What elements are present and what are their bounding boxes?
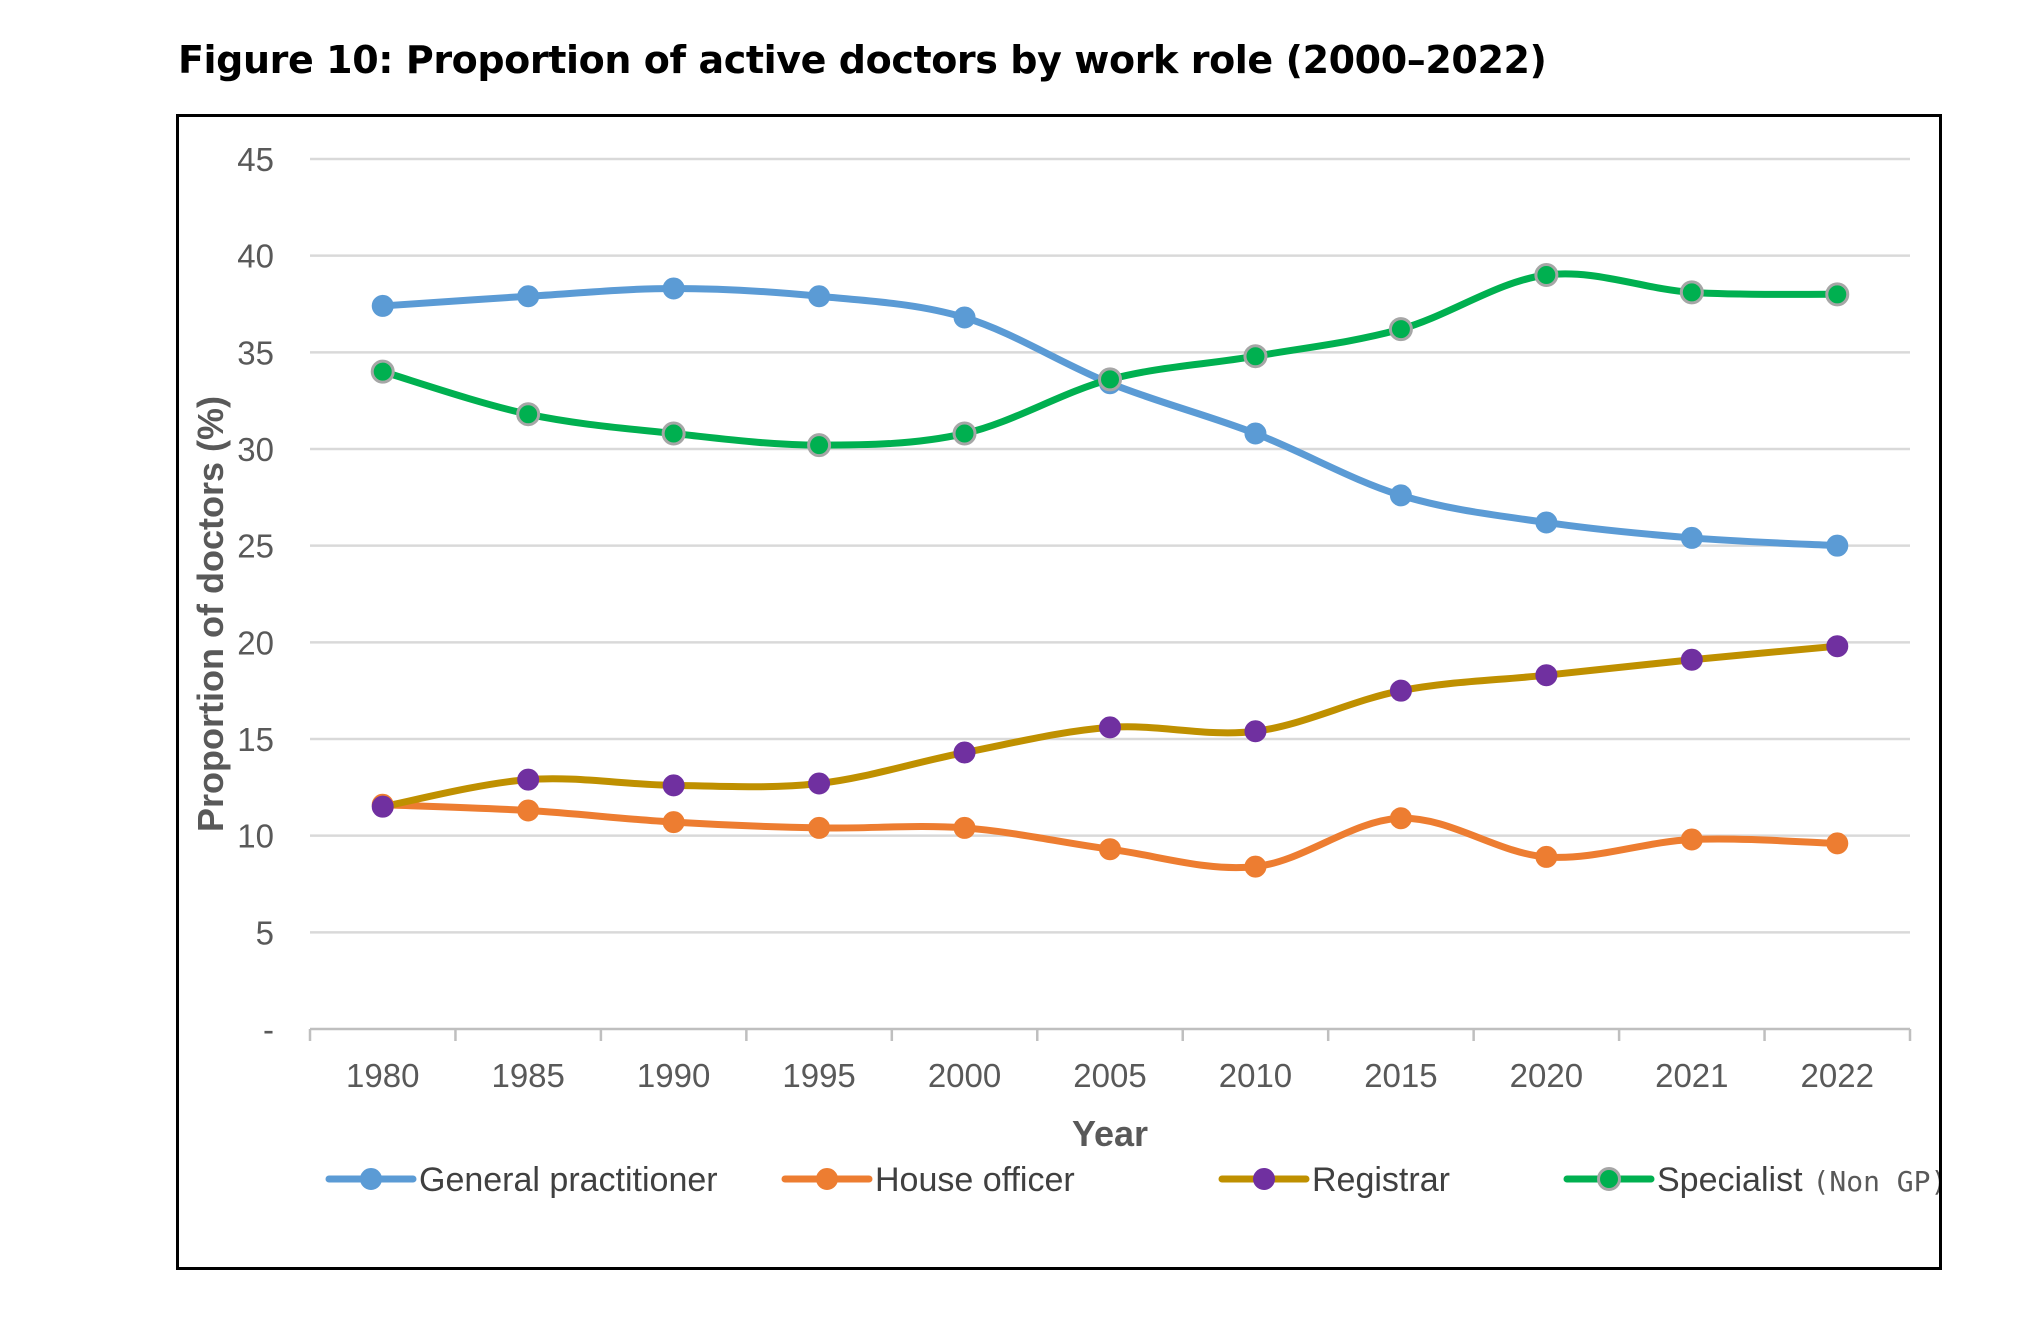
data-point-specialist <box>807 433 832 458</box>
x-tick-label: 2010 <box>1219 1057 1292 1094</box>
legend-label: Specialist (Non GP) <box>1657 1161 1939 1199</box>
data-point-registrar <box>1826 635 1849 658</box>
data-point-specialist <box>1098 367 1122 392</box>
x-tick-label: 2005 <box>1073 1057 1146 1094</box>
data-point-registrar <box>662 774 685 797</box>
y-tick-label: 25 <box>237 528 274 565</box>
y-tick-label: 40 <box>237 238 274 275</box>
data-point-house-officer <box>1826 832 1849 855</box>
legend-item-specialist: Specialist (Non GP) <box>1563 1161 1939 1199</box>
data-point-specialist <box>516 402 541 427</box>
y-tick-label: 45 <box>237 141 274 178</box>
data-point-house-officer <box>953 816 976 839</box>
x-tick-label: 2021 <box>1655 1057 1728 1094</box>
figure-title: Figure 10: Proportion of active doctors … <box>178 38 1547 82</box>
series-markers <box>370 263 1850 878</box>
legend-item-registrar: Registrar <box>1218 1161 1450 1199</box>
data-point-registrar <box>1680 648 1703 671</box>
legend-item-house-officer: House officer <box>781 1161 1075 1199</box>
y-tick-label: 30 <box>237 431 274 468</box>
x-axis-ticks: 1980 1985 1990 1995 2000 2005 2010 2015 2020 2021… <box>346 1057 1874 1094</box>
data-point-registrar <box>517 768 540 791</box>
data-point-general-practitioner <box>1826 534 1849 557</box>
data-point-specialist <box>952 421 977 446</box>
data-point-house-officer <box>1535 845 1558 868</box>
data-point-general-practitioner <box>1389 484 1412 507</box>
legend-swatch-marker <box>816 1168 838 1190</box>
data-point-general-practitioner <box>953 306 976 329</box>
x-tick-label: 1990 <box>637 1057 710 1094</box>
x-tick-label: 1985 <box>491 1057 564 1094</box>
y-axis-ticks: - 5 10 15 20 25 30 35 40 45 <box>237 141 274 1048</box>
y-tick-label: 10 <box>237 818 274 855</box>
data-point-specialist <box>1825 282 1850 307</box>
data-point-registrar <box>1244 720 1267 743</box>
series-line-specialist <box>379 270 1841 449</box>
legend-label: Registrar <box>1312 1161 1450 1199</box>
series-line-general-practitioner <box>379 285 1841 550</box>
gridlines <box>310 157 1910 934</box>
data-point-house-officer <box>517 799 540 822</box>
y-tick-label: 35 <box>237 334 274 371</box>
data-point-house-officer <box>1680 828 1703 851</box>
x-tick-label: 2015 <box>1364 1057 1437 1094</box>
legend-swatch-marker <box>1253 1168 1275 1190</box>
legend-label-suffix: (Non GP) <box>1813 1165 1939 1198</box>
legend: General practitioner House officer Registr… <box>325 1161 1939 1199</box>
data-point-specialist <box>1679 280 1704 305</box>
data-point-registrar <box>371 795 394 818</box>
y-tick-label: - <box>263 1011 274 1048</box>
data-point-house-officer <box>662 811 685 834</box>
x-tick-label: 2000 <box>928 1057 1001 1094</box>
legend-label: House officer <box>875 1161 1075 1199</box>
data-point-specialist <box>1243 344 1268 369</box>
data-point-house-officer <box>1099 838 1121 861</box>
x-axis <box>308 1027 1912 1041</box>
y-axis-title: Proportion of doctors (%) <box>190 396 231 832</box>
data-point-registrar <box>1389 679 1412 702</box>
series-lines <box>379 270 1841 872</box>
data-point-general-practitioner <box>662 277 685 300</box>
data-point-general-practitioner <box>808 285 831 308</box>
data-point-registrar <box>808 772 831 795</box>
y-tick-label: 15 <box>237 721 274 758</box>
y-tick-label: 20 <box>237 624 274 661</box>
legend-swatch-marker <box>360 1168 382 1190</box>
data-point-registrar <box>953 741 976 764</box>
x-tick-label: 1995 <box>782 1057 855 1094</box>
data-point-specialist <box>661 421 686 446</box>
data-point-house-officer <box>1244 855 1267 878</box>
data-point-general-practitioner <box>517 285 540 308</box>
data-point-specialist <box>370 359 395 384</box>
data-point-specialist <box>1534 263 1559 287</box>
x-tick-label: 1980 <box>346 1057 419 1094</box>
data-point-house-officer <box>808 816 831 839</box>
data-point-house-officer <box>1389 807 1412 830</box>
legend-swatch-marker <box>1597 1167 1621 1191</box>
legend-label: General practitioner <box>419 1161 718 1199</box>
legend-item-general-practitioner: General practitioner <box>325 1161 718 1199</box>
line-chart: - 5 10 15 20 25 30 35 40 45 1980 1985 1990 1995 2000 2… <box>190 141 1939 1199</box>
data-point-general-practitioner <box>1244 422 1267 445</box>
data-point-general-practitioner <box>1680 526 1703 549</box>
data-point-registrar <box>1099 716 1121 739</box>
data-point-general-practitioner <box>371 294 394 317</box>
x-tick-label: 2022 <box>1801 1057 1874 1094</box>
data-point-general-practitioner <box>1535 511 1558 534</box>
chart-frame: - 5 10 15 20 25 30 35 40 45 1980 1985 1990 1995 2000 2… <box>176 114 1942 1270</box>
data-point-registrar <box>1535 664 1558 687</box>
x-axis-title: Year <box>1072 1113 1148 1154</box>
y-tick-label: 5 <box>256 914 274 951</box>
x-tick-label: 2020 <box>1510 1057 1583 1094</box>
data-point-specialist <box>1388 317 1413 342</box>
